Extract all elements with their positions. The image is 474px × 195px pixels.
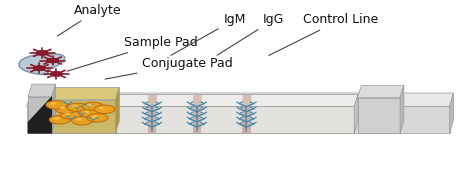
Circle shape	[36, 50, 48, 55]
Polygon shape	[52, 84, 55, 133]
Text: IgG: IgG	[217, 13, 284, 55]
Circle shape	[60, 107, 66, 109]
Polygon shape	[19, 54, 65, 75]
Circle shape	[55, 105, 76, 113]
Polygon shape	[28, 84, 55, 97]
Polygon shape	[52, 87, 119, 100]
Circle shape	[33, 66, 46, 71]
Circle shape	[67, 103, 88, 112]
Circle shape	[46, 58, 59, 63]
Circle shape	[99, 107, 104, 109]
Circle shape	[72, 117, 92, 125]
Circle shape	[91, 115, 97, 118]
Polygon shape	[27, 93, 454, 106]
Text: Conjugate Pad: Conjugate Pad	[105, 57, 233, 79]
Text: Analyte: Analyte	[57, 4, 121, 36]
Circle shape	[87, 114, 108, 122]
Circle shape	[79, 109, 100, 117]
Polygon shape	[116, 95, 358, 106]
Circle shape	[60, 111, 81, 119]
Text: Sample Pad: Sample Pad	[67, 36, 197, 71]
Polygon shape	[52, 100, 116, 133]
Circle shape	[94, 105, 115, 113]
Polygon shape	[116, 87, 119, 133]
Circle shape	[82, 102, 103, 111]
Polygon shape	[242, 106, 251, 133]
Circle shape	[50, 102, 56, 105]
Circle shape	[54, 117, 60, 120]
Polygon shape	[357, 85, 404, 98]
Circle shape	[87, 104, 92, 106]
Polygon shape	[27, 106, 450, 133]
Circle shape	[71, 105, 77, 107]
Polygon shape	[357, 98, 400, 133]
Text: IgM: IgM	[171, 13, 246, 55]
Polygon shape	[242, 95, 252, 106]
Circle shape	[64, 113, 71, 115]
Polygon shape	[148, 106, 156, 133]
Polygon shape	[148, 95, 157, 106]
Circle shape	[50, 71, 63, 76]
Polygon shape	[450, 93, 454, 133]
Polygon shape	[192, 106, 201, 133]
Circle shape	[46, 101, 67, 109]
Polygon shape	[400, 85, 404, 133]
Polygon shape	[28, 97, 52, 133]
Polygon shape	[192, 95, 202, 106]
Circle shape	[76, 118, 82, 121]
Polygon shape	[354, 95, 358, 133]
Text: Control Line: Control Line	[269, 13, 379, 55]
Circle shape	[49, 116, 70, 124]
Polygon shape	[116, 106, 354, 133]
Polygon shape	[28, 97, 52, 133]
Circle shape	[83, 111, 89, 113]
